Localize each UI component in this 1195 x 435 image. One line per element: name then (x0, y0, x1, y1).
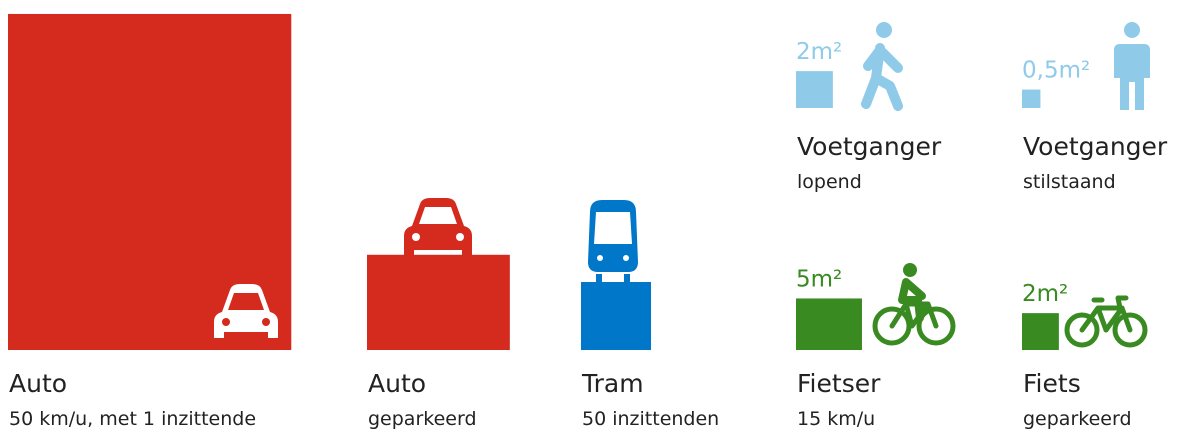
item-title: Auto (368, 369, 426, 398)
item-title: Voetganger (797, 132, 942, 161)
item-title: Tram (581, 369, 644, 398)
standing-icon (1114, 22, 1150, 110)
area-label: 2m² (1022, 281, 1068, 307)
item-subtitle: geparkeerd (368, 408, 477, 430)
area-label: 2m² (796, 39, 842, 65)
area-label: 5m² (796, 266, 842, 292)
item-title: Fietser (797, 369, 881, 398)
item-subtitle: stilstaand (1023, 171, 1116, 193)
area-box (1022, 313, 1059, 350)
item-subtitle: 50 km/u, met 1 inzittende (9, 408, 256, 430)
bike-icon (1064, 295, 1148, 348)
area-box (1022, 89, 1041, 108)
item-subtitle: lopend (797, 171, 862, 193)
area-box (796, 71, 833, 108)
item-subtitle: geparkeerd (1023, 408, 1132, 430)
area-label: 0,5m² (1022, 58, 1090, 84)
area-box (796, 298, 862, 350)
item-subtitle: 50 inzittenden (582, 408, 719, 430)
tram-icon (588, 200, 638, 286)
item-title: Fiets (1023, 369, 1081, 398)
item-subtitle: 15 km/u (797, 408, 875, 430)
area-box (367, 254, 510, 350)
item-title: Auto (9, 369, 67, 398)
item-title: Voetganger (1023, 132, 1168, 161)
car-icon-cutouts (222, 293, 270, 326)
cyclist-icon (872, 263, 956, 346)
parked-car-icon (404, 198, 472, 256)
walking-icon (861, 22, 903, 111)
area-box (581, 282, 652, 350)
car-icon (214, 284, 278, 338)
